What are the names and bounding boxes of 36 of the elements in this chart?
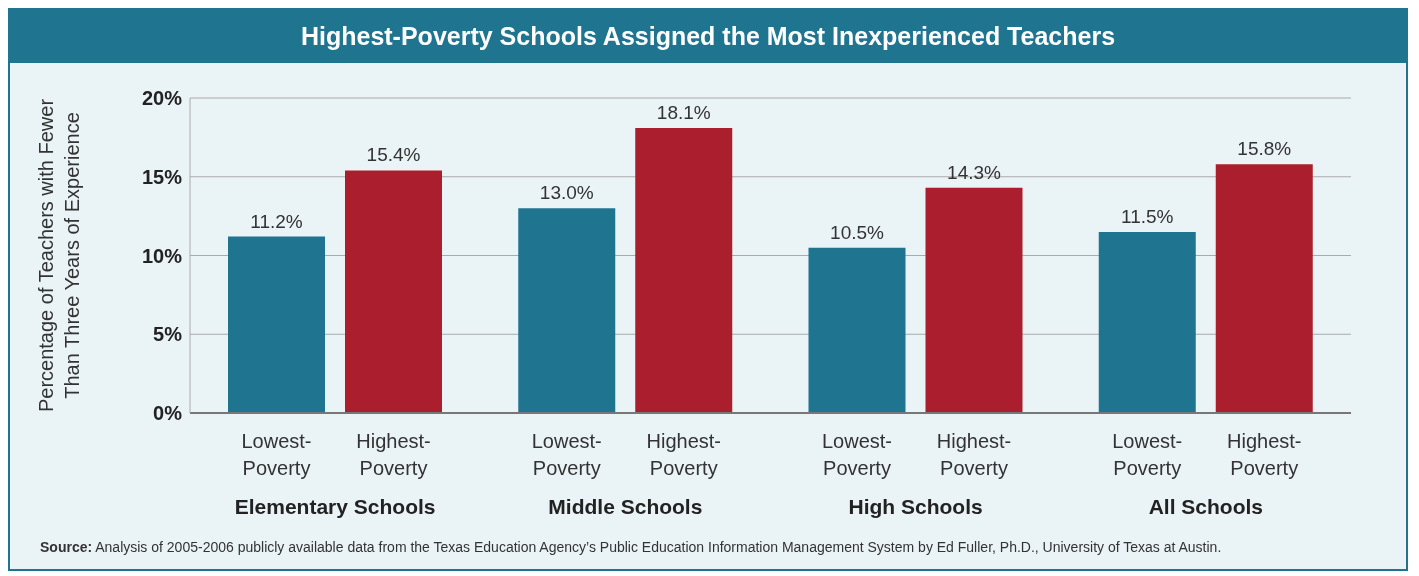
x-tick-label: High Schools — [848, 495, 983, 518]
data-label: 13.0% — [539, 182, 594, 204]
data-label: 15.8% — [1237, 138, 1292, 160]
y-tick-label: 20% — [141, 87, 183, 110]
bar — [228, 236, 325, 413]
data-label: 14.3% — [947, 161, 1002, 183]
x-tick-label: Elementary Schools — [234, 495, 436, 518]
bar — [808, 247, 906, 413]
data-label: 18.1% — [656, 101, 711, 123]
x-tick-label: Middle Schools — [548, 495, 703, 518]
y-tick-label: 10% — [141, 244, 183, 267]
text: Highest-Poverty — [1227, 430, 1302, 479]
bar — [345, 170, 442, 413]
x-tick-label: All Schools — [1148, 495, 1264, 518]
bar — [518, 208, 616, 413]
text: Highest-Poverty — [646, 430, 721, 479]
data-label: 10.5% — [830, 221, 885, 243]
bar — [1098, 231, 1196, 413]
y-tick-label: 0% — [153, 402, 183, 425]
y-tick-label: 5% — [153, 323, 183, 346]
data-label: 11.5% — [1121, 205, 1174, 227]
bar — [635, 127, 733, 413]
series-label: Highest-Poverty — [356, 430, 431, 479]
bar — [1215, 164, 1313, 413]
y-tick-label: 15% — [141, 165, 183, 188]
text: Lowest-Poverty — [531, 430, 602, 479]
bar — [925, 187, 1023, 413]
text: Lowest-Poverty — [1112, 430, 1183, 479]
data-label: 11.2% — [250, 210, 303, 232]
series-label: Lowest-Poverty — [241, 430, 312, 479]
data-label: 15.4% — [366, 144, 421, 166]
chart-title: Highest-Poverty Schools Assigned the Most Inexperienced Teachers — [10, 10, 1406, 63]
text: Lowest-Poverty — [821, 430, 893, 479]
source-note: Source: Analysis of 2005-2006 publicly available data from the Texas Education Agency’s Public Education Information Management System by Ed Fuller, Ph.D., University of Texas at Austin. — [40, 539, 1223, 555]
text: Highest-Poverty — [936, 430, 1012, 479]
y-axis-title: Percentage of Teachers with Fewer Than Three Years of Experience — [35, 98, 83, 413]
